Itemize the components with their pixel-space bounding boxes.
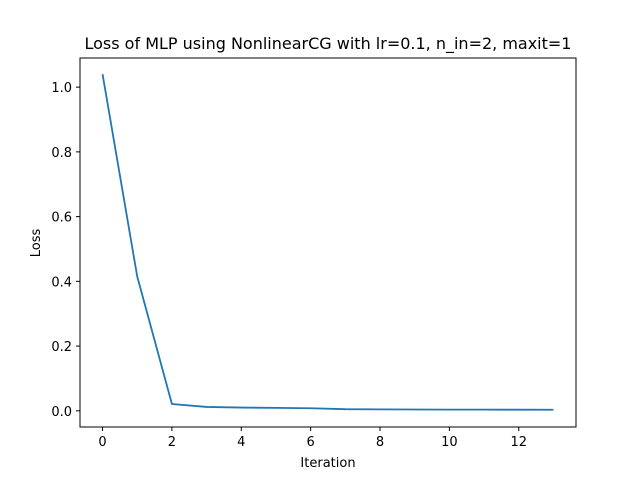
plot-area-frame <box>79 57 577 428</box>
x-axis-ticks: 0 2 4 6 8 10 12 <box>98 427 527 450</box>
loss-series-line <box>101 74 554 411</box>
x-tick-label: 4 <box>237 435 245 450</box>
x-tick-label: 12 <box>510 435 527 450</box>
y-tick-label: 0.0 <box>51 405 72 420</box>
y-tick-label: 0.8 <box>51 146 72 161</box>
x-tick-label: 10 <box>441 435 458 450</box>
x-tick-label: 6 <box>307 435 315 450</box>
y-tick-label: 1.0 <box>51 81 72 96</box>
x-axis-label: Iteration <box>300 456 355 471</box>
y-tick-label: 0.2 <box>51 340 72 355</box>
series-layer <box>101 74 554 411</box>
chart-title: Loss of MLP using NonlinearCG with lr=0.… <box>85 34 572 54</box>
x-tick-label: 0 <box>98 435 106 450</box>
x-tick-label: 8 <box>376 435 384 450</box>
y-tick-label: 0.4 <box>51 275 72 290</box>
x-tick-label: 2 <box>168 435 176 450</box>
y-axis-ticks: 0.0 0.2 0.4 0.6 0.8 1.0 <box>51 81 80 420</box>
y-tick-label: 0.6 <box>51 211 72 226</box>
y-axis-label: Loss <box>29 229 44 258</box>
